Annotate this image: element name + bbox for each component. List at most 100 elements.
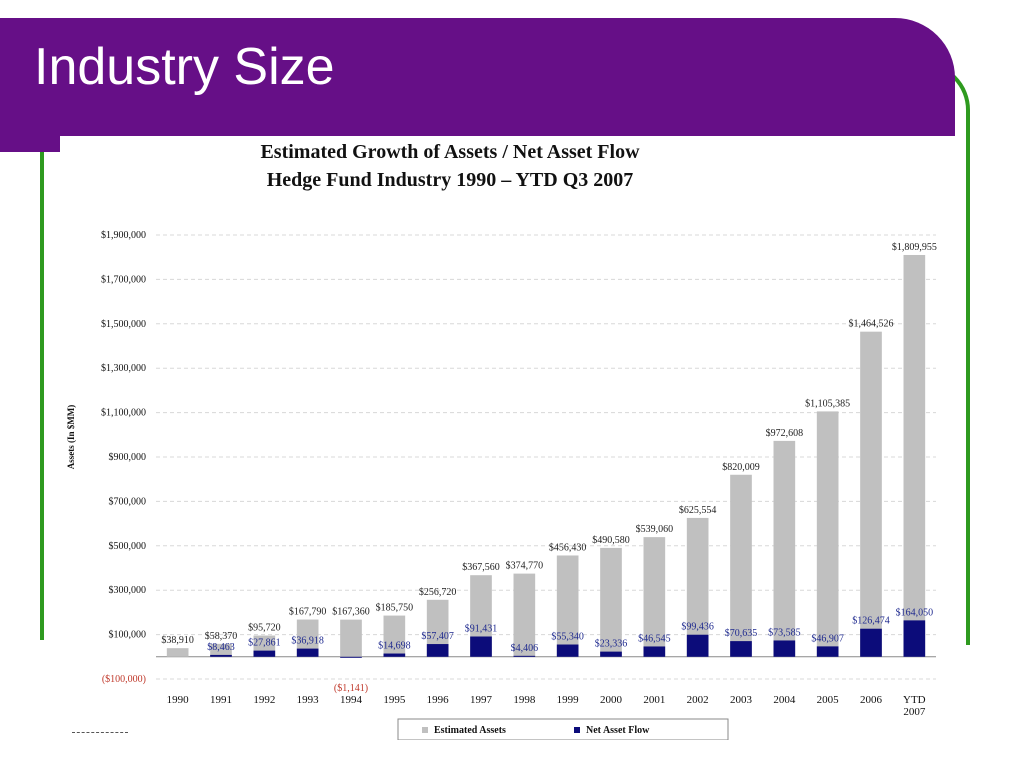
data-label-net-asset-flow: $46,545 [638, 633, 671, 644]
data-label-estimated-assets: $185,750 [376, 603, 414, 614]
bar-net-asset-flow [816, 646, 839, 657]
data-labels: $38,910 $58,370 $95,720 $167,790 $167,360 $18… [161, 242, 936, 694]
chart-subtitle: Hedge Fund Industry 1990 – YTD Q3 2007 [267, 169, 634, 191]
x-tick-label: 1995 [383, 694, 406, 706]
bar-estimated-assets [426, 599, 449, 657]
bar-net-asset-flow [643, 646, 666, 657]
data-label-estimated-assets: $625,554 [679, 505, 717, 516]
bar-estimated-assets [686, 517, 709, 657]
frame-gap-left [30, 640, 60, 720]
y-tick-label: ($100,000) [102, 674, 146, 685]
x-tick-label: 1991 [210, 694, 232, 706]
data-label-estimated-assets: $1,105,385 [805, 398, 850, 409]
legend: Estimated Assets Net Asset Flow [397, 718, 729, 740]
x-tick-label: 2004 [773, 694, 796, 706]
gridlines [156, 234, 936, 680]
bar-estimated-assets [903, 254, 926, 657]
data-label-net-asset-flow: $164,050 [896, 607, 934, 618]
data-label-estimated-assets: $95,720 [248, 623, 280, 634]
x-tick-label: 2000 [600, 694, 623, 706]
x-tick-label: 1992 [253, 694, 275, 706]
y-axis-ticks: ($100,000) $100,000 $300,000 $500,000 $700,0… [101, 230, 146, 685]
y-tick-label: $500,000 [109, 541, 147, 552]
data-label-estimated-assets: $456,430 [549, 542, 587, 553]
x-tick-label: 1998 [513, 694, 536, 706]
bar-net-asset-flow [600, 651, 622, 657]
x-tick-label: 2003 [730, 694, 753, 706]
data-label-net-asset-flow: $23,336 [595, 639, 628, 650]
data-label-net-asset-flow: $8,463 [207, 642, 235, 653]
data-label-net-asset-flow: $73,585 [768, 627, 801, 638]
data-label-net-asset-flow: $57,407 [421, 631, 454, 642]
bar-net-asset-flow [340, 656, 362, 658]
bar-net-asset-flow [686, 634, 709, 657]
bar-estimated-assets [816, 411, 839, 657]
data-label-estimated-assets: $367,560 [462, 562, 500, 573]
legend-label-estimated-assets: Estimated Assets [434, 725, 506, 736]
data-label-net-asset-flow: $4,406 [511, 643, 539, 654]
chart-area: Estimated Growth of Assets / Net Asset F… [60, 136, 960, 740]
data-label-net-asset-flow: $36,918 [291, 636, 324, 647]
data-label-net-asset-flow: $27,861 [248, 638, 280, 649]
x-tick-label: YTD 2007 [903, 694, 926, 718]
data-label-net-asset-flow: ($1,141) [334, 683, 368, 694]
bar-estimated-assets [210, 643, 232, 657]
x-axis-ticks: 1990 1991 1992 1993 1994 1995 1996 1997 1998 1999… [167, 694, 926, 718]
data-label-estimated-assets: $256,720 [419, 587, 457, 598]
bar-net-asset-flow [253, 650, 276, 657]
data-label-estimated-assets: $1,464,526 [849, 319, 894, 330]
data-label-estimated-assets: $38,910 [161, 635, 194, 646]
x-tick-label: 2001 [643, 694, 665, 706]
y-tick-label: $900,000 [109, 452, 147, 463]
legend-box [397, 718, 729, 740]
y-axis-label: Assets (In $MM) [66, 405, 76, 470]
y-tick-label: $1,700,000 [101, 274, 146, 285]
bar-net-asset-flow [426, 644, 449, 657]
chart: Estimated Growth of Assets / Net Asset F… [66, 141, 937, 740]
y-tick-label: $700,000 [109, 496, 147, 507]
x-tick-label: 1996 [427, 694, 450, 706]
bar-estimated-assets [470, 575, 492, 657]
data-label-net-asset-flow: $126,474 [852, 616, 890, 627]
bars [166, 254, 926, 658]
x-tick-label: 1994 [340, 694, 363, 706]
data-label-estimated-assets: $167,360 [332, 607, 370, 618]
data-label-estimated-assets: $167,790 [289, 607, 327, 618]
bar-estimated-assets [773, 440, 796, 657]
bar-net-asset-flow [860, 628, 882, 657]
bar-estimated-assets [556, 555, 579, 657]
bar-net-asset-flow [383, 653, 406, 657]
bar-net-asset-flow [903, 620, 926, 657]
bar-estimated-assets [600, 547, 622, 657]
bar-estimated-assets [340, 619, 362, 657]
data-label-estimated-assets: $972,608 [766, 428, 804, 439]
bar-net-asset-flow [296, 648, 319, 657]
y-tick-label: $1,100,000 [101, 408, 146, 419]
x-tick-label: 1990 [167, 694, 190, 706]
data-label-net-asset-flow: $46,907 [811, 633, 844, 644]
footer-dash [72, 732, 128, 733]
slide-title: Industry Size [34, 38, 335, 96]
y-tick-label: $1,300,000 [101, 363, 146, 374]
chart-title: Estimated Growth of Assets / Net Asset F… [260, 141, 640, 163]
bar-net-asset-flow [773, 640, 796, 657]
data-label-net-asset-flow: $55,340 [551, 632, 584, 643]
y-tick-label: $300,000 [109, 585, 147, 596]
bar-estimated-assets [860, 331, 882, 657]
x-tick-label: 2005 [817, 694, 840, 706]
legend-swatch-net-asset-flow [574, 727, 580, 733]
data-label-net-asset-flow: $91,431 [465, 624, 498, 635]
bar-estimated-assets [296, 619, 319, 657]
bar-estimated-assets [730, 474, 752, 657]
data-label-net-asset-flow: $70,635 [725, 628, 758, 639]
y-tick-label: $100,000 [109, 630, 147, 641]
x-tick-label: 1993 [297, 694, 320, 706]
x-tick-label: 1997 [470, 694, 493, 706]
bar-estimated-assets [643, 537, 666, 657]
bar-net-asset-flow [556, 644, 579, 657]
data-label-net-asset-flow: $14,698 [378, 641, 411, 652]
title-bar-tab [0, 136, 60, 152]
data-label-estimated-assets: $539,060 [636, 524, 674, 535]
bar-net-asset-flow [210, 654, 232, 657]
x-tick-label: 2006 [860, 694, 883, 706]
